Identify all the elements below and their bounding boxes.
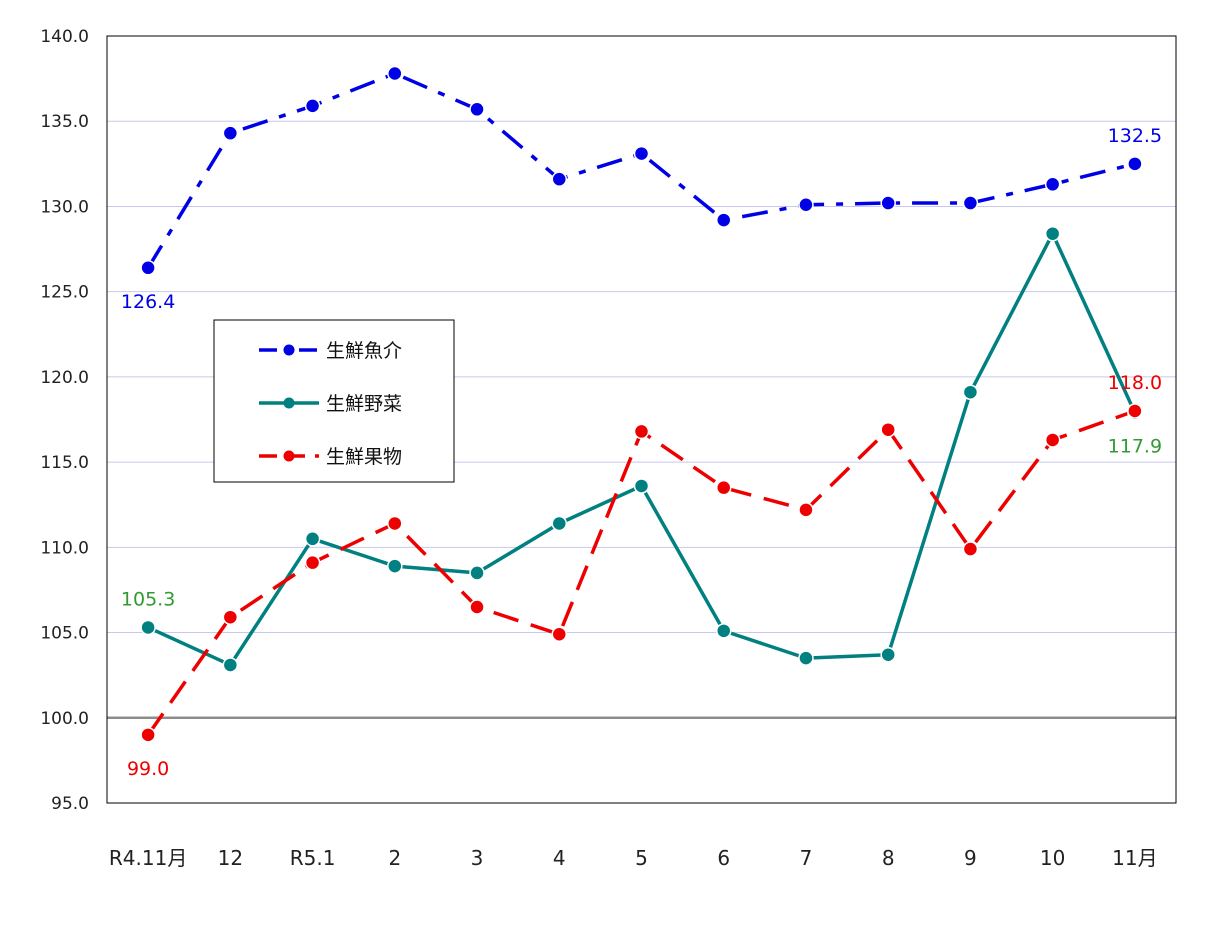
- data-point: [304, 531, 321, 547]
- data-point: [715, 623, 732, 639]
- x-tick-label: 3: [471, 846, 484, 870]
- data-point: [304, 98, 321, 114]
- y-tick-label: 130.0: [40, 197, 89, 217]
- data-label: 132.5: [1108, 125, 1162, 147]
- data-label: 126.4: [121, 291, 175, 313]
- data-point: [222, 657, 239, 673]
- data-point: [715, 212, 732, 228]
- data-point: [551, 515, 568, 532]
- data-point: [387, 558, 403, 574]
- x-tick-label: R4.11月: [109, 846, 187, 870]
- data-label: 105.3: [121, 588, 175, 610]
- x-tick-label: 5: [635, 846, 648, 870]
- legend-marker: [283, 397, 295, 409]
- data-point: [1044, 176, 1061, 193]
- data-point: [1044, 225, 1061, 242]
- data-point: [962, 195, 979, 211]
- data-point: [304, 554, 321, 571]
- data-labels: 126.4 132.5 105.3 117.9 99.0 118.0: [121, 125, 1162, 780]
- y-tick-label: 140.0: [40, 27, 89, 47]
- data-point: [880, 646, 896, 663]
- data-point: [1127, 403, 1143, 419]
- data-point: [798, 502, 814, 518]
- series-line-0: [146, 71, 1136, 269]
- y-tick-label: 105.0: [40, 624, 89, 644]
- data-label: 117.9: [1108, 436, 1162, 458]
- data-point: [798, 650, 814, 666]
- data-point: [798, 196, 814, 213]
- x-tick-label: R5.1: [290, 846, 336, 870]
- legend-label: 生鮮魚介: [326, 340, 402, 362]
- data-point: [140, 260, 156, 276]
- data-point: [1127, 156, 1143, 172]
- x-tick-label: 12: [218, 846, 243, 870]
- x-tick-label: 7: [800, 846, 813, 870]
- data-point: [962, 541, 979, 557]
- data-point: [551, 171, 568, 187]
- data-label: 99.0: [127, 758, 169, 780]
- legend-box: [213, 319, 455, 483]
- legend-marker: [283, 344, 295, 356]
- data-point: [222, 125, 239, 141]
- data-point: [880, 421, 896, 438]
- data-point: [469, 101, 485, 118]
- data-point: [962, 384, 979, 400]
- data-point: [1044, 432, 1061, 448]
- data-point: [633, 145, 650, 162]
- data-point: [140, 619, 156, 636]
- x-tick-label: 9: [964, 846, 977, 870]
- series-lines: [140, 65, 1143, 743]
- x-tick-label: 10: [1040, 846, 1065, 870]
- data-point: [387, 515, 403, 532]
- data-point: [387, 65, 403, 82]
- data-point: [880, 195, 896, 211]
- data-point: [222, 609, 239, 625]
- data-point: [469, 599, 485, 615]
- legend-marker: [283, 450, 295, 462]
- y-tick-label: 115.0: [40, 453, 89, 473]
- y-tick-label: 110.0: [40, 538, 89, 558]
- y-tick-label: 95.0: [51, 794, 89, 814]
- data-point: [715, 479, 732, 496]
- data-point: [469, 565, 485, 581]
- legend-label: 生鮮野菜: [326, 393, 402, 415]
- x-tick-label: 11月: [1112, 846, 1157, 870]
- y-tick-label: 120.0: [40, 368, 89, 388]
- data-label: 118.0: [1108, 372, 1162, 394]
- x-tick-label: 8: [882, 846, 895, 870]
- y-tick-label: 125.0: [40, 283, 89, 303]
- plot-frame: [106, 35, 1177, 804]
- x-tick-label: 2: [388, 846, 401, 870]
- data-point: [633, 478, 650, 494]
- data-point: [633, 423, 650, 440]
- legend-label: 生鮮果物: [326, 446, 402, 468]
- data-point: [551, 626, 568, 643]
- y-tick-label: 100.0: [40, 709, 89, 729]
- y-tick-label: 135.0: [40, 112, 89, 132]
- x-tick-label: 4: [553, 846, 566, 870]
- x-tick-label: 6: [717, 846, 730, 870]
- axes: 95.0 100.0 105.0 110.0 115.0 120.0 125.0 130.0 1…: [40, 27, 1177, 870]
- data-point: [140, 727, 156, 743]
